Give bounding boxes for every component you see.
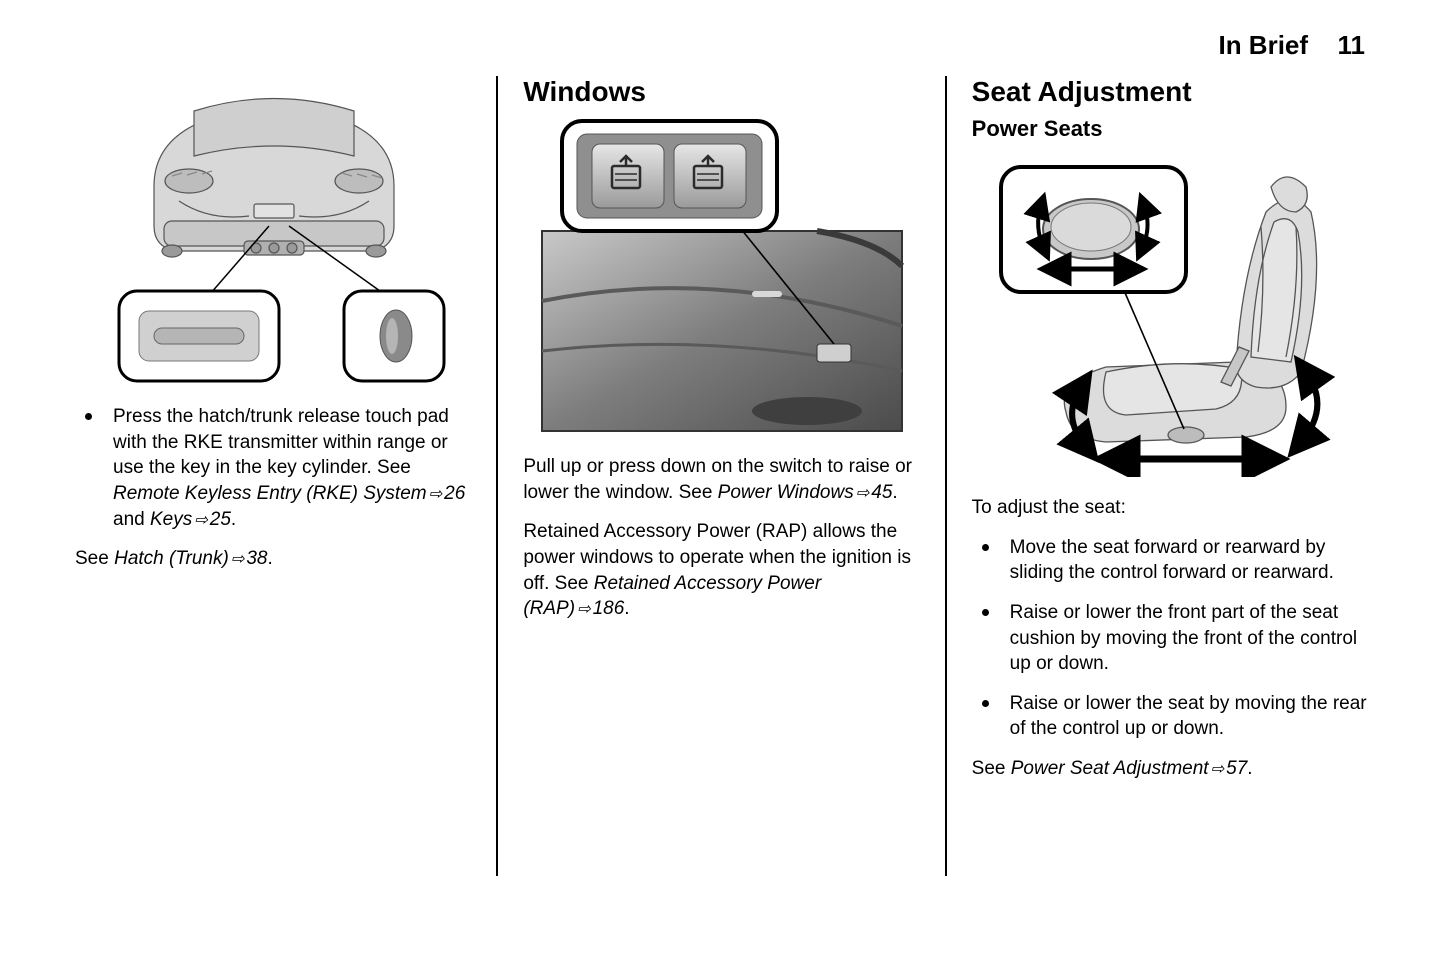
windows-para2: Retained Accessory Power (RAP) allows th…	[523, 519, 921, 622]
hatch-b1-link2-page: 25	[210, 509, 231, 530]
hatch-b1-end: .	[231, 509, 236, 530]
seat-bullet-list: Move the seat forward or rearward by sli…	[972, 535, 1370, 742]
seat-bullet-1: Move the seat forward or rearward by sli…	[972, 535, 1370, 586]
content-columns: Press the hatch/trunk release touch pad …	[70, 76, 1375, 906]
hatch-b1-link2: Keys	[150, 509, 192, 530]
seat-intro: To adjust the seat:	[972, 495, 1370, 521]
hatch-see-end: .	[268, 548, 273, 569]
seat-bullet-2: Raise or lower the front part of the sea…	[972, 600, 1370, 677]
header-section-title: In Brief	[1218, 30, 1308, 61]
hatch-see-pre: See	[75, 548, 114, 569]
link-glyph-icon: ⇨	[856, 484, 870, 502]
seat-subheading: Power Seats	[972, 116, 1370, 142]
figure-window-switches	[523, 116, 921, 436]
hatch-b1-pre: Press the hatch/trunk release touch pad …	[113, 406, 449, 478]
windows-p2-end: .	[624, 598, 629, 619]
hatch-see-link: Hatch (Trunk)	[114, 548, 229, 569]
seat-see-link: Power Seat Adjustment	[1011, 758, 1209, 779]
hatch-b1-link1-page: 26	[444, 483, 465, 504]
seat-heading: Seat Adjustment	[972, 76, 1370, 108]
seat-see-page: 57	[1226, 758, 1247, 779]
column-windows: Windows	[498, 76, 946, 906]
figure-hatch-release	[75, 76, 473, 386]
seat-bullet-3: Raise or lower the seat by moving the re…	[972, 691, 1370, 742]
hatch-see-page: 38	[246, 548, 267, 569]
windows-p1-page: 45	[871, 482, 892, 503]
column-hatch: Press the hatch/trunk release touch pad …	[70, 76, 498, 906]
hatch-bullet-1: Press the hatch/trunk release touch pad …	[75, 404, 473, 532]
hatch-see-ref: See Hatch (Trunk)⇨38.	[75, 546, 473, 572]
link-glyph-icon: ⇨	[429, 485, 443, 503]
windows-heading: Windows	[523, 76, 921, 108]
header-page-number: 11	[1338, 30, 1366, 61]
column-seat: Seat Adjustment Power Seats	[947, 76, 1375, 906]
link-glyph-icon: ⇨	[231, 550, 245, 568]
link-glyph-icon: ⇨	[577, 600, 591, 618]
hatch-bullet-list: Press the hatch/trunk release touch pad …	[75, 404, 473, 532]
seat-see-pre: See	[972, 758, 1011, 779]
windows-p1-end: .	[892, 482, 897, 503]
seat-see-ref: See Power Seat Adjustment⇨57.	[972, 756, 1370, 782]
hatch-b1-link1: Remote Keyless Entry (RKE) System	[113, 483, 427, 504]
figure-power-seat	[972, 157, 1370, 477]
windows-p1-link: Power Windows	[718, 482, 854, 503]
hatch-b1-mid: and	[113, 509, 150, 530]
link-glyph-icon: ⇨	[1211, 760, 1225, 778]
seat-see-end: .	[1247, 758, 1252, 779]
page-header: In Brief 11	[70, 30, 1375, 61]
manual-page: In Brief 11	[0, 0, 1445, 936]
windows-p2-page: 186	[593, 598, 625, 619]
windows-para1: Pull up or press down on the switch to r…	[523, 454, 921, 505]
link-glyph-icon: ⇨	[194, 511, 208, 529]
